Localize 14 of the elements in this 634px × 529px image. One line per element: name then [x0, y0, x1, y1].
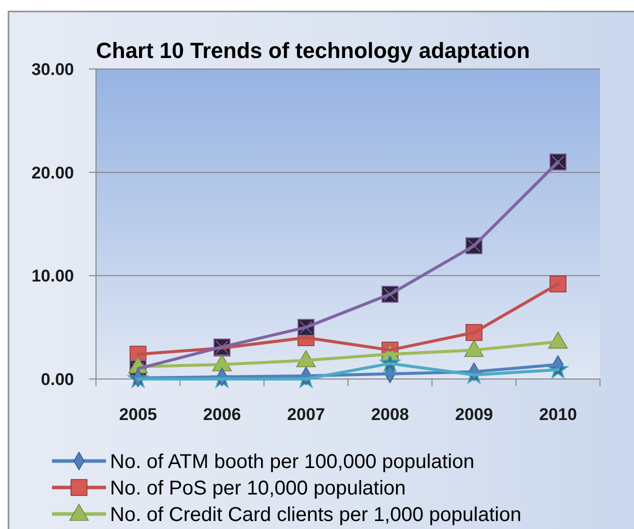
y-tick-label: 30.00: [31, 60, 74, 79]
x-tick-label: 2010: [539, 405, 577, 424]
y-tick-label: 20.00: [31, 163, 74, 182]
legend-label: No. of ATM booth per 100,000 population: [110, 451, 474, 473]
legend-label: No. of Credit Card clients per 1,000 population: [110, 504, 522, 526]
x-tick-label: 2007: [287, 405, 325, 424]
legend-label: No. of PoS per 10,000 population: [110, 478, 406, 500]
x-tick-label: 2005: [119, 405, 157, 424]
x-tick-label: 2008: [371, 405, 409, 424]
x-tick-label: 2009: [455, 405, 493, 424]
x-tick-label: 2006: [203, 405, 241, 424]
chart-title: Chart 10 Trends of technology adaptation: [96, 38, 530, 63]
y-tick-label: 10.00: [31, 266, 74, 286]
y-tick-label: 0.00: [40, 370, 74, 389]
